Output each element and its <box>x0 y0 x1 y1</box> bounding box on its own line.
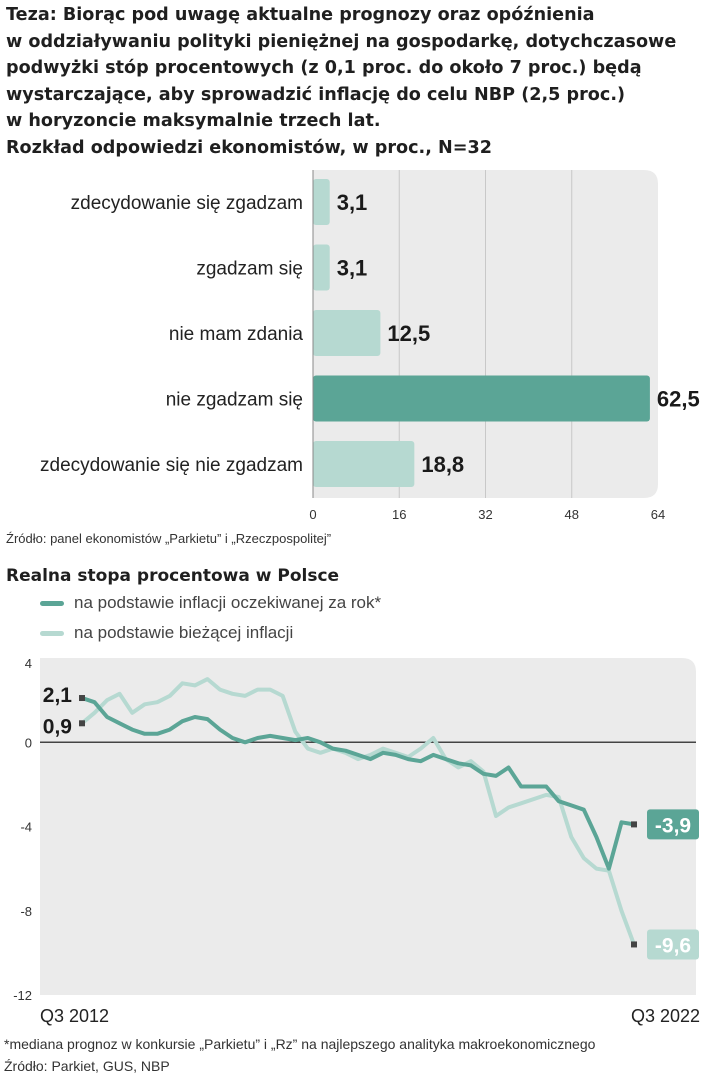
data-label: 3,1 <box>337 190 368 215</box>
data-label: 3,1 <box>337 256 368 281</box>
title-line: wystarczające, aby sprowadzić inflację d… <box>6 84 626 105</box>
x-tick-label: Q3 2022 <box>631 1006 700 1026</box>
category-label: zdecydowanie się zgadzam <box>71 193 303 214</box>
series-end-badge <box>647 809 699 840</box>
bar <box>313 441 415 487</box>
series-start-marker <box>79 720 85 727</box>
title-line: Teza: Biorąc pod uwagę aktualne prognozy… <box>6 5 595 25</box>
line-chart-title: Realna stopa procentowa w Polsce <box>6 566 340 586</box>
bar <box>313 310 381 356</box>
legend-item-expected-inflation: na podstawie inflacji oczekiwanej za rok… <box>40 593 700 613</box>
y-tick-label: -12 <box>13 988 32 1003</box>
title-line: podwyżki stóp procentowych (z 0,1 proc. … <box>6 58 642 78</box>
bar <box>313 244 330 291</box>
bar <box>313 375 650 422</box>
data-label: 18,8 <box>421 452 464 477</box>
legend-label: na podstawie inflacji oczekiwanej za rok… <box>74 593 382 612</box>
series-end-label: -9,6 <box>655 934 691 957</box>
category-label: nie mam zdania <box>169 324 304 345</box>
x-tick-label: 32 <box>478 507 492 522</box>
series-start-label: 0,9 <box>43 715 72 738</box>
x-tick-label: 48 <box>565 507 579 522</box>
title-line: Rozkład odpowiedzi ekonomistów, w proc.,… <box>6 137 493 158</box>
series-start-marker <box>79 695 85 702</box>
series-end-marker <box>631 941 637 948</box>
series-line <box>80 696 636 871</box>
legend-item-current-inflation: na podstawie bieżącej inflacji <box>40 623 700 643</box>
footnote: *mediana prognoz w konkursie „Parkietu” … <box>4 1036 596 1052</box>
y-tick-label: 0 <box>25 735 32 750</box>
y-tick-label: -8 <box>20 904 32 919</box>
title-line: w horyzoncie maksymalnie trzech lat. <box>6 111 381 131</box>
category-label: nie zgadzam się <box>166 390 303 411</box>
series-line <box>80 677 636 947</box>
legend-swatch-dark <box>40 601 64 607</box>
category-label: zgadzam się <box>196 259 303 280</box>
title-line: w oddziaływaniu polityki pieniężnej na g… <box>6 31 677 52</box>
bar <box>313 179 330 225</box>
data-label: 12,5 <box>387 321 430 346</box>
x-tick-label: 16 <box>392 507 406 522</box>
y-tick-label: 4 <box>25 656 32 671</box>
category-label: zdecydowanie się nie zgadzam <box>40 455 303 476</box>
series-end-badge <box>647 929 699 960</box>
series-end-marker <box>631 821 637 828</box>
x-tick-label: Q3 2012 <box>40 1006 109 1026</box>
bar-chart: 0 16 32 48 64 zdecydowanie się zgadzam 3,1 zgad… <box>40 170 700 522</box>
legend-swatch-light <box>40 631 64 637</box>
y-tick-label: -4 <box>20 820 32 835</box>
line-chart: 4 0 -4 -8 -12 Q3 2012 Q3 2022 2,1 -3,9 0,9 -9,6 <box>13 656 700 1026</box>
legend-label: na podstawie bieżącej inflacji <box>74 623 294 642</box>
bar-chart-source: Źródło: panel ekonomistów „Parkietu” i „… <box>6 531 332 546</box>
chart-title: Teza: Biorąc pod uwagę aktualne prognozy… <box>6 2 696 161</box>
data-label: 62,5 <box>657 387 700 412</box>
x-tick-label: 0 <box>309 507 316 522</box>
series-end-label: -3,9 <box>655 814 691 837</box>
x-tick-label: 64 <box>651 507 665 522</box>
line-chart-source: Źródło: Parkiet, GUS, NBP <box>4 1058 170 1074</box>
series-start-label: 2,1 <box>43 684 73 707</box>
